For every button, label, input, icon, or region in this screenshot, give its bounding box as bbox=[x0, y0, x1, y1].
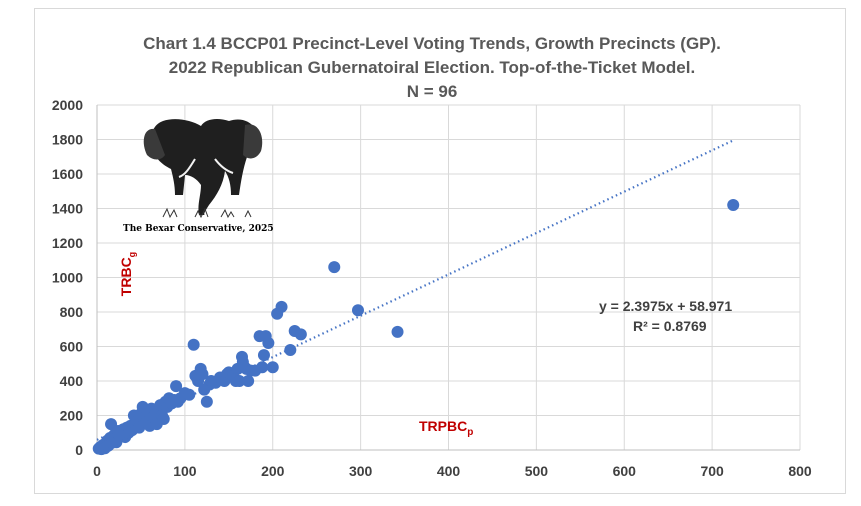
y-tick-1600: 1600 bbox=[52, 166, 83, 182]
y-tick-0: 0 bbox=[75, 442, 83, 458]
data-point bbox=[200, 395, 213, 408]
x-tick-500: 500 bbox=[525, 463, 549, 479]
x-tick-800: 800 bbox=[788, 463, 812, 479]
data-point bbox=[294, 328, 307, 341]
x-tick-400: 400 bbox=[437, 463, 461, 479]
data-point bbox=[187, 338, 200, 351]
data-point bbox=[242, 375, 255, 387]
x-tick-labels: 0 100 200 300 400 500 600 700 800 bbox=[93, 463, 812, 479]
title-line-1: Chart 1.4 BCCP01 Precinct-Level Voting T… bbox=[143, 34, 721, 53]
title-line-3: N = 96 bbox=[407, 82, 458, 101]
watermark-credit: The Bexar Conservative, 2025 bbox=[123, 224, 274, 234]
x-axis-label-sub: p bbox=[467, 427, 473, 438]
data-point bbox=[391, 325, 404, 338]
x-tick-300: 300 bbox=[349, 463, 373, 479]
y-tick-1200: 1200 bbox=[52, 235, 83, 251]
y-tick-1800: 1800 bbox=[52, 132, 83, 148]
y-tick-labels: 0 200 400 600 800 1000 1200 1400 1600 1800 2000 bbox=[52, 97, 83, 458]
axes bbox=[96, 105, 800, 451]
data-point bbox=[256, 361, 269, 374]
data-point bbox=[183, 388, 196, 401]
data-point bbox=[351, 304, 364, 317]
y-axis-label-sub: g bbox=[127, 252, 137, 258]
x-tick-700: 700 bbox=[700, 463, 724, 479]
data-point bbox=[157, 412, 170, 425]
elephant-right-ear bbox=[243, 124, 263, 159]
data-point bbox=[112, 428, 125, 441]
elephant-tusk-right bbox=[214, 158, 234, 174]
chart-svg: Chart 1.4 BCCP01 Precinct-Level Voting T… bbox=[52, 34, 812, 479]
y-tick-1000: 1000 bbox=[52, 270, 83, 286]
elephant-left-ear bbox=[143, 128, 165, 160]
y-tick-600: 600 bbox=[60, 339, 84, 355]
data-point bbox=[262, 337, 275, 350]
data-point bbox=[275, 300, 288, 313]
chart-title: Chart 1.4 BCCP01 Precinct-Level Voting T… bbox=[143, 34, 721, 101]
title-line-2: 2022 Republican Gubernatoiral Election. … bbox=[169, 58, 695, 77]
x-tick-200: 200 bbox=[261, 463, 285, 479]
data-point bbox=[257, 349, 270, 362]
data-point bbox=[727, 199, 740, 212]
x-tick-0: 0 bbox=[93, 463, 101, 479]
trend-equation: y = 2.3975x + 58.971 bbox=[599, 298, 732, 314]
elephant-tusk-left bbox=[178, 158, 196, 178]
y-tick-800: 800 bbox=[60, 304, 84, 320]
x-axis-label: TRPBCp bbox=[419, 418, 473, 438]
y-axis-label: TRBCg bbox=[118, 252, 137, 296]
x-axis-label-main: TRPBC bbox=[419, 418, 467, 434]
elephant-body bbox=[151, 118, 259, 215]
data-point bbox=[266, 361, 279, 374]
trend-r-squared: R² = 0.8769 bbox=[633, 318, 707, 334]
data-point bbox=[170, 380, 183, 393]
data-point bbox=[233, 375, 246, 387]
data-point bbox=[284, 343, 297, 356]
grass-tufts bbox=[162, 207, 252, 219]
x-tick-600: 600 bbox=[613, 463, 637, 479]
x-tick-100: 100 bbox=[173, 463, 197, 479]
y-tick-2000: 2000 bbox=[52, 97, 83, 113]
y-tick-1400: 1400 bbox=[52, 201, 83, 217]
data-point bbox=[196, 368, 209, 381]
scatter-points bbox=[92, 199, 740, 456]
y-tick-200: 200 bbox=[60, 408, 84, 424]
y-tick-400: 400 bbox=[60, 373, 84, 389]
y-axis-label-main: TRBC bbox=[118, 257, 134, 296]
elephant-logo-icon bbox=[143, 118, 263, 219]
data-point bbox=[328, 261, 341, 274]
chart-frame: Chart 1.4 BCCP01 Precinct-Level Voting T… bbox=[34, 8, 846, 494]
